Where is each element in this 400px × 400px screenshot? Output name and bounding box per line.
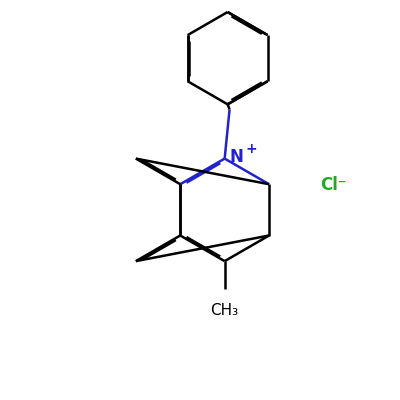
Text: N: N xyxy=(230,148,244,166)
Text: +: + xyxy=(246,142,257,156)
Text: Cl⁻: Cl⁻ xyxy=(320,176,346,194)
Text: CH₃: CH₃ xyxy=(210,303,239,318)
